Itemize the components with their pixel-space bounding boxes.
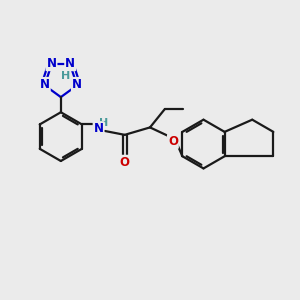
Text: O: O: [120, 156, 130, 169]
Text: N: N: [40, 78, 50, 91]
Text: N: N: [46, 57, 56, 70]
Text: H: H: [61, 71, 70, 81]
Text: H: H: [99, 118, 108, 128]
Text: N: N: [65, 57, 75, 70]
Text: N: N: [94, 122, 103, 135]
Text: N: N: [72, 78, 82, 91]
Text: O: O: [168, 135, 178, 148]
